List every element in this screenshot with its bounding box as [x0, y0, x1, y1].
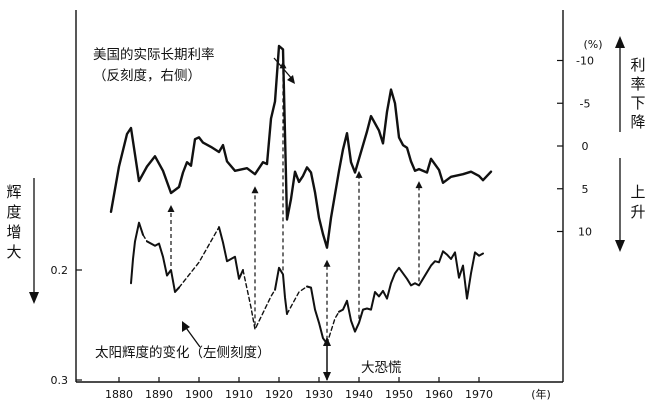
x-tick-label: 1940	[345, 388, 373, 401]
right-axis-down-arrow	[615, 158, 625, 252]
solar-brightness-line	[218, 226, 244, 280]
right-axis-up-arrow	[615, 36, 625, 132]
solar-label-pointer	[182, 321, 201, 348]
right-axis-label-char: 降	[630, 113, 645, 131]
event-arrow-head	[355, 170, 363, 178]
solar-series-label: 太阳辉度的变化（左侧刻度）	[95, 345, 271, 361]
great-depression-arrow-head	[323, 337, 331, 346]
x-tick-label: 1960	[425, 388, 453, 401]
solar-brightness-line-dashed	[142, 234, 148, 243]
right-tick-label: -10	[576, 55, 594, 68]
right-tick-label: 0	[582, 140, 589, 153]
left-axis-title-char: 辉	[6, 183, 21, 201]
left-axis-direction-arrow	[29, 178, 39, 304]
solar-brightness-line-dashed	[286, 285, 308, 315]
event-arrow-head	[415, 181, 423, 189]
solar-brightness-line	[130, 221, 144, 285]
right-axis-label-char: 上	[630, 183, 645, 201]
x-axis-unit: (年)	[531, 387, 551, 401]
solar-brightness-line	[146, 240, 180, 293]
right-axis-unit: (%)	[583, 38, 602, 51]
rate-series-sublabel: （反刻度，右侧）	[93, 68, 201, 84]
right-axis-down-label: 利 率 下 降	[630, 56, 645, 131]
rate-label-pointer	[273, 57, 295, 84]
x-tick-label: 1930	[305, 388, 333, 401]
left-axis-title-char: 大	[6, 243, 21, 261]
event-arrow-head	[167, 205, 175, 213]
great-depression-label: 大恐慌	[361, 360, 402, 376]
x-tick-label: 1920	[265, 388, 293, 401]
great-depression-arrow-tail	[323, 372, 331, 381]
solar-brightness-line-dashed	[242, 269, 276, 331]
left-axis-title: 辉 度 增 大	[6, 183, 21, 261]
solar-brightness-line	[306, 285, 328, 345]
right-tick-label: 10	[578, 226, 592, 239]
rate-series-label: 美国的实际长期利率	[93, 46, 215, 63]
x-tick-label: 1910	[225, 388, 253, 401]
right-axis-label-char: 利	[630, 56, 645, 74]
right-axis-label-char: 升	[630, 203, 645, 221]
right-axis-label-char: 下	[630, 94, 645, 112]
right-tick-label: -5	[580, 97, 591, 110]
solar-brightness-line-dashed	[326, 311, 340, 345]
x-tick-label: 1970	[465, 388, 493, 401]
right-axis-up-label: 上 升	[630, 183, 645, 221]
left-tick-label: 0.3	[51, 374, 69, 387]
solar-brightness-line	[274, 266, 288, 315]
right-tick-label: 5	[582, 183, 589, 196]
x-tick-label: 1900	[185, 388, 213, 401]
solar-brightness-line-dashed	[178, 226, 220, 289]
left-axis-title-char: 增	[6, 223, 21, 241]
x-tick-label: 1950	[385, 388, 413, 401]
event-arrow-head	[323, 259, 331, 267]
right-axis-label-char: 率	[630, 75, 645, 93]
event-arrow-head	[251, 186, 259, 194]
left-tick-label: 0.2	[51, 264, 69, 277]
x-tick-label: 1890	[145, 388, 173, 401]
x-tick-label: 1880	[105, 388, 133, 401]
solar-brightness-line	[338, 250, 484, 333]
interest-rate-line	[109, 44, 493, 249]
left-axis-title-char: 度	[6, 203, 21, 221]
